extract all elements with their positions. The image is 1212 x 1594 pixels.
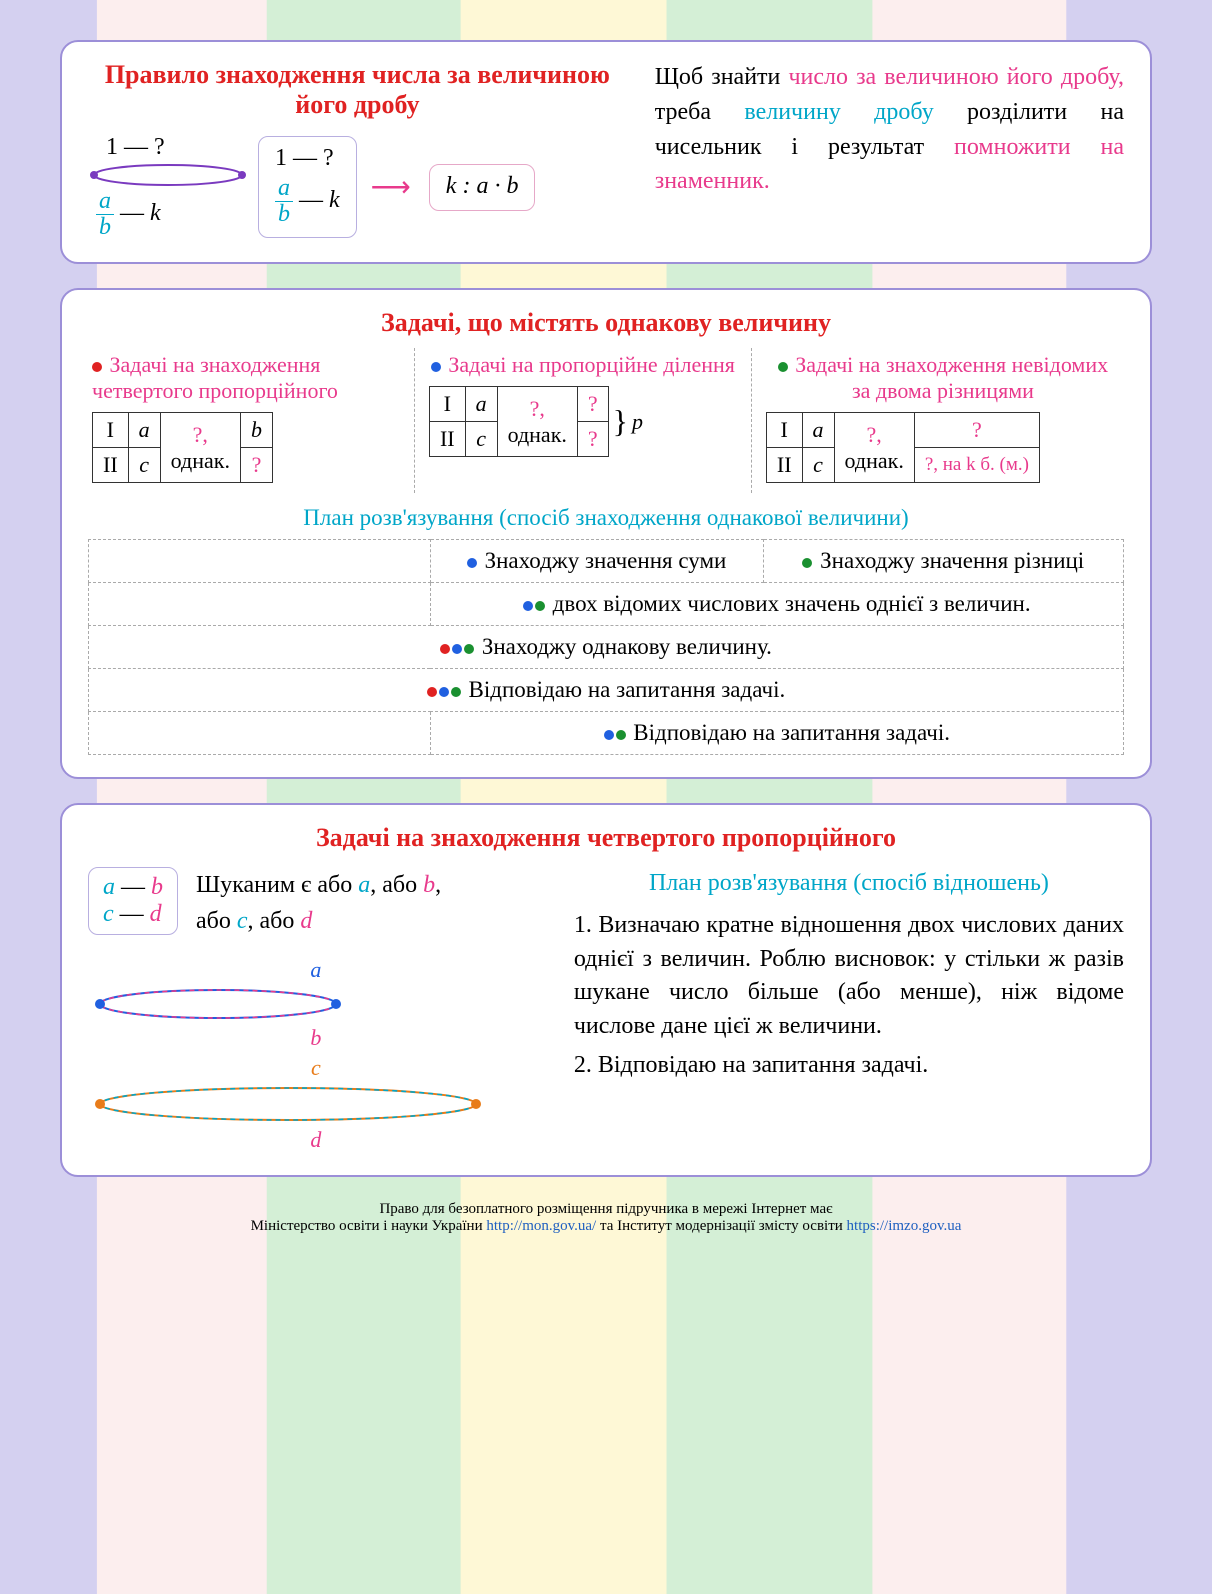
diag-1: 1 — ? ab — k bbox=[88, 134, 248, 240]
t2-c: c bbox=[465, 422, 497, 457]
t1-r2: II bbox=[93, 448, 129, 483]
dl-a: a bbox=[88, 957, 544, 983]
box-d1: — bbox=[115, 874, 151, 900]
link-mon[interactable]: http://mon.gov.ua/ bbox=[486, 1218, 596, 1234]
dl-d: d bbox=[88, 1127, 544, 1153]
link-imzo[interactable]: https://imzo.gov.ua bbox=[847, 1218, 962, 1234]
frac-b: b bbox=[96, 215, 114, 240]
t3-qc: ?, bbox=[867, 422, 882, 447]
box-k: k bbox=[329, 187, 340, 213]
step-5: Відповідаю на запитання задачі. bbox=[633, 720, 950, 745]
plan3-s2: 2. Відповідаю на запитання задачі. bbox=[574, 1049, 1124, 1083]
t1-b: b bbox=[240, 413, 272, 448]
foot-l2a: Міністерство освіти і науки України bbox=[251, 1218, 487, 1234]
result-formula: k : a · b bbox=[446, 173, 519, 199]
s-d: d bbox=[300, 908, 312, 934]
t3-r1: I bbox=[766, 413, 802, 448]
box-c: c bbox=[103, 901, 114, 927]
txt-1b: число за величиною його дробу, bbox=[788, 64, 1124, 90]
diag-k: k bbox=[150, 200, 161, 226]
t1-a: a bbox=[128, 413, 160, 448]
box-result: k : a · b bbox=[429, 164, 536, 211]
t2-r1: I bbox=[429, 387, 465, 422]
table-1: Ia ?,однак. b IIc? bbox=[92, 412, 273, 483]
step-1b: Знаходжу значення різниці bbox=[820, 548, 1084, 573]
t3-r2: II bbox=[766, 448, 802, 483]
s-a: a bbox=[358, 872, 370, 898]
t2-qc: ?, bbox=[530, 396, 545, 421]
ellipse-icon bbox=[88, 161, 248, 189]
step-3: Знаходжу однакову величину. bbox=[482, 634, 772, 659]
step-2: двох відомих числових значень однієї з в… bbox=[553, 591, 1031, 616]
t1-c: c bbox=[128, 448, 160, 483]
col-2: Задачі на пропорційне ділення Ia ?,однак… bbox=[415, 348, 752, 493]
box-d2: — bbox=[114, 901, 150, 927]
t1-q: ? bbox=[240, 448, 272, 483]
foot-l1: Право для безоплатного розміщення підруч… bbox=[60, 1201, 1152, 1218]
box-d: d bbox=[150, 901, 162, 927]
txt-2b: величину дробу bbox=[744, 99, 933, 125]
section3-right: План розв'язування (спосіб відношень) 1.… bbox=[574, 867, 1124, 1153]
box-frac-a: a bbox=[275, 176, 293, 202]
txt-2a: треба bbox=[655, 99, 745, 125]
step-1a: Знаходжу значення суми bbox=[485, 548, 727, 573]
t2-r2: II bbox=[429, 422, 465, 457]
section-same-value: Задачі, що містять однакову величину Зад… bbox=[60, 288, 1152, 779]
plan-grid: Знаходжу значення суми Знаходжу значення… bbox=[88, 539, 1124, 755]
box-frac: 1 — ? ab — k bbox=[258, 136, 357, 238]
t3-odn: однак. bbox=[845, 448, 904, 473]
plan-title: План розв'язування (спосіб знаходження о… bbox=[88, 505, 1124, 531]
section1-explain: Щоб знайти число за величиною його дробу… bbox=[655, 60, 1124, 199]
footer: Право для безоплатного розміщення підруч… bbox=[60, 1201, 1152, 1235]
col-3: Задачі на знаходження невідомих за двома… bbox=[752, 348, 1124, 493]
box-frac-b: b bbox=[275, 202, 293, 227]
ratio-diagram: a b c d bbox=[88, 957, 544, 1153]
foot-l2c: та Інститут модернізації змісту освіти bbox=[596, 1218, 846, 1234]
txt-1a: Щоб знайти bbox=[655, 64, 789, 90]
table-2: Ia ?,однак. ? IIc? bbox=[429, 386, 609, 457]
t1-qc: ?, bbox=[193, 422, 208, 447]
t1-r1: I bbox=[93, 413, 129, 448]
plan3-s1: 1. Визначаю кратне відношення двох число… bbox=[574, 909, 1124, 1043]
t3-a: a bbox=[802, 413, 834, 448]
t2-a: a bbox=[465, 387, 497, 422]
or1: , або bbox=[370, 872, 423, 898]
col3-head: Задачі на знаходження невідомих за двома… bbox=[795, 352, 1108, 403]
section1-title: Правило знаходження числа за величиною й… bbox=[88, 60, 627, 120]
box-a: a bbox=[103, 874, 115, 900]
frac-a: a bbox=[96, 189, 114, 215]
t3-q1: ? bbox=[914, 413, 1039, 448]
t2-odn: однак. bbox=[508, 422, 567, 447]
section3-title: Задачі на знаходження четвертого пропорц… bbox=[88, 823, 1124, 853]
step-4: Відповідаю на запитання задачі. bbox=[469, 677, 786, 702]
table-3: Ia ?,однак. ? IIc ?, на k б. (м.) bbox=[766, 412, 1040, 483]
diag-top: 1 — ? bbox=[106, 134, 165, 160]
col2-head: Задачі на пропорційне ділення bbox=[448, 352, 735, 377]
section-fourth-prop: Задачі на знаходження четвертого пропорц… bbox=[60, 803, 1152, 1177]
t1-odn: однак. bbox=[171, 448, 230, 473]
t2-q2: ? bbox=[577, 422, 608, 457]
ellipse-a-icon bbox=[88, 983, 348, 1025]
t2-q1: ? bbox=[577, 387, 608, 422]
t3-c: c bbox=[802, 448, 834, 483]
section2-title: Задачі, що містять однакову величину bbox=[88, 308, 1124, 338]
s-b: b bbox=[423, 872, 435, 898]
col-1: Задачі на знаходження четвертого пропорц… bbox=[88, 348, 415, 493]
plan3-head: План розв'язування (спосіб відношень) bbox=[574, 867, 1124, 901]
dl-c: c bbox=[88, 1055, 544, 1081]
box-b: b bbox=[151, 874, 163, 900]
sought-text: Шуканим є або a, або b,або c, або d bbox=[196, 867, 441, 939]
abcd-box: a — b c — d bbox=[88, 867, 178, 935]
col1-head: Задачі на знаходження четвертого пропорц… bbox=[92, 352, 338, 403]
dl-b: b bbox=[88, 1025, 544, 1051]
section-rule: Правило знаходження числа за величиною й… bbox=[60, 40, 1152, 264]
s-c: c bbox=[237, 908, 248, 934]
or2: , або bbox=[248, 908, 301, 934]
box-top: 1 — ? bbox=[275, 145, 334, 171]
t3-kline: ?, на k б. (м.) bbox=[914, 448, 1039, 483]
t2-p: p bbox=[632, 409, 643, 435]
arrow-icon: ⟶ bbox=[371, 170, 411, 204]
ellipse-c-icon bbox=[88, 1081, 488, 1127]
intro: Шуканим є або bbox=[196, 872, 358, 898]
